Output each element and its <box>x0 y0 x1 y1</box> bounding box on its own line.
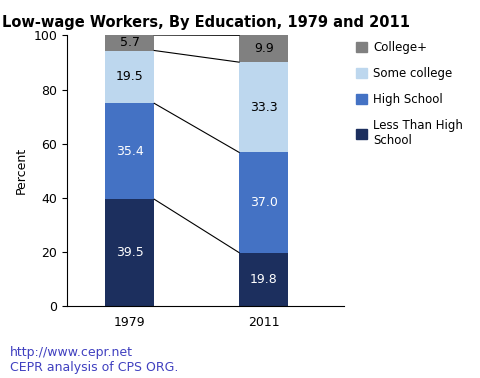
Bar <box>105 199 154 306</box>
Bar <box>105 103 154 199</box>
Title: Low-wage Workers, By Education, 1979 and 2011: Low-wage Workers, By Education, 1979 and… <box>1 15 409 30</box>
Text: 19.8: 19.8 <box>250 273 277 286</box>
Text: 37.0: 37.0 <box>250 196 277 209</box>
Bar <box>239 152 288 253</box>
Text: 9.9: 9.9 <box>254 42 274 55</box>
Legend: College+, Some college, High School, Less Than High
School: College+, Some college, High School, Les… <box>356 41 463 147</box>
Y-axis label: Percent: Percent <box>15 147 28 194</box>
Text: 19.5: 19.5 <box>116 70 144 84</box>
Text: http://www.cepr.net
CEPR analysis of CPS ORG.: http://www.cepr.net CEPR analysis of CPS… <box>10 346 178 374</box>
Bar <box>105 35 154 51</box>
Text: 33.3: 33.3 <box>250 101 277 114</box>
Bar <box>239 62 288 152</box>
Bar <box>105 51 154 103</box>
Text: 35.4: 35.4 <box>116 145 144 158</box>
Bar <box>239 35 288 62</box>
Text: 5.7: 5.7 <box>120 36 140 49</box>
Bar <box>239 253 288 306</box>
Text: 39.5: 39.5 <box>116 246 144 259</box>
